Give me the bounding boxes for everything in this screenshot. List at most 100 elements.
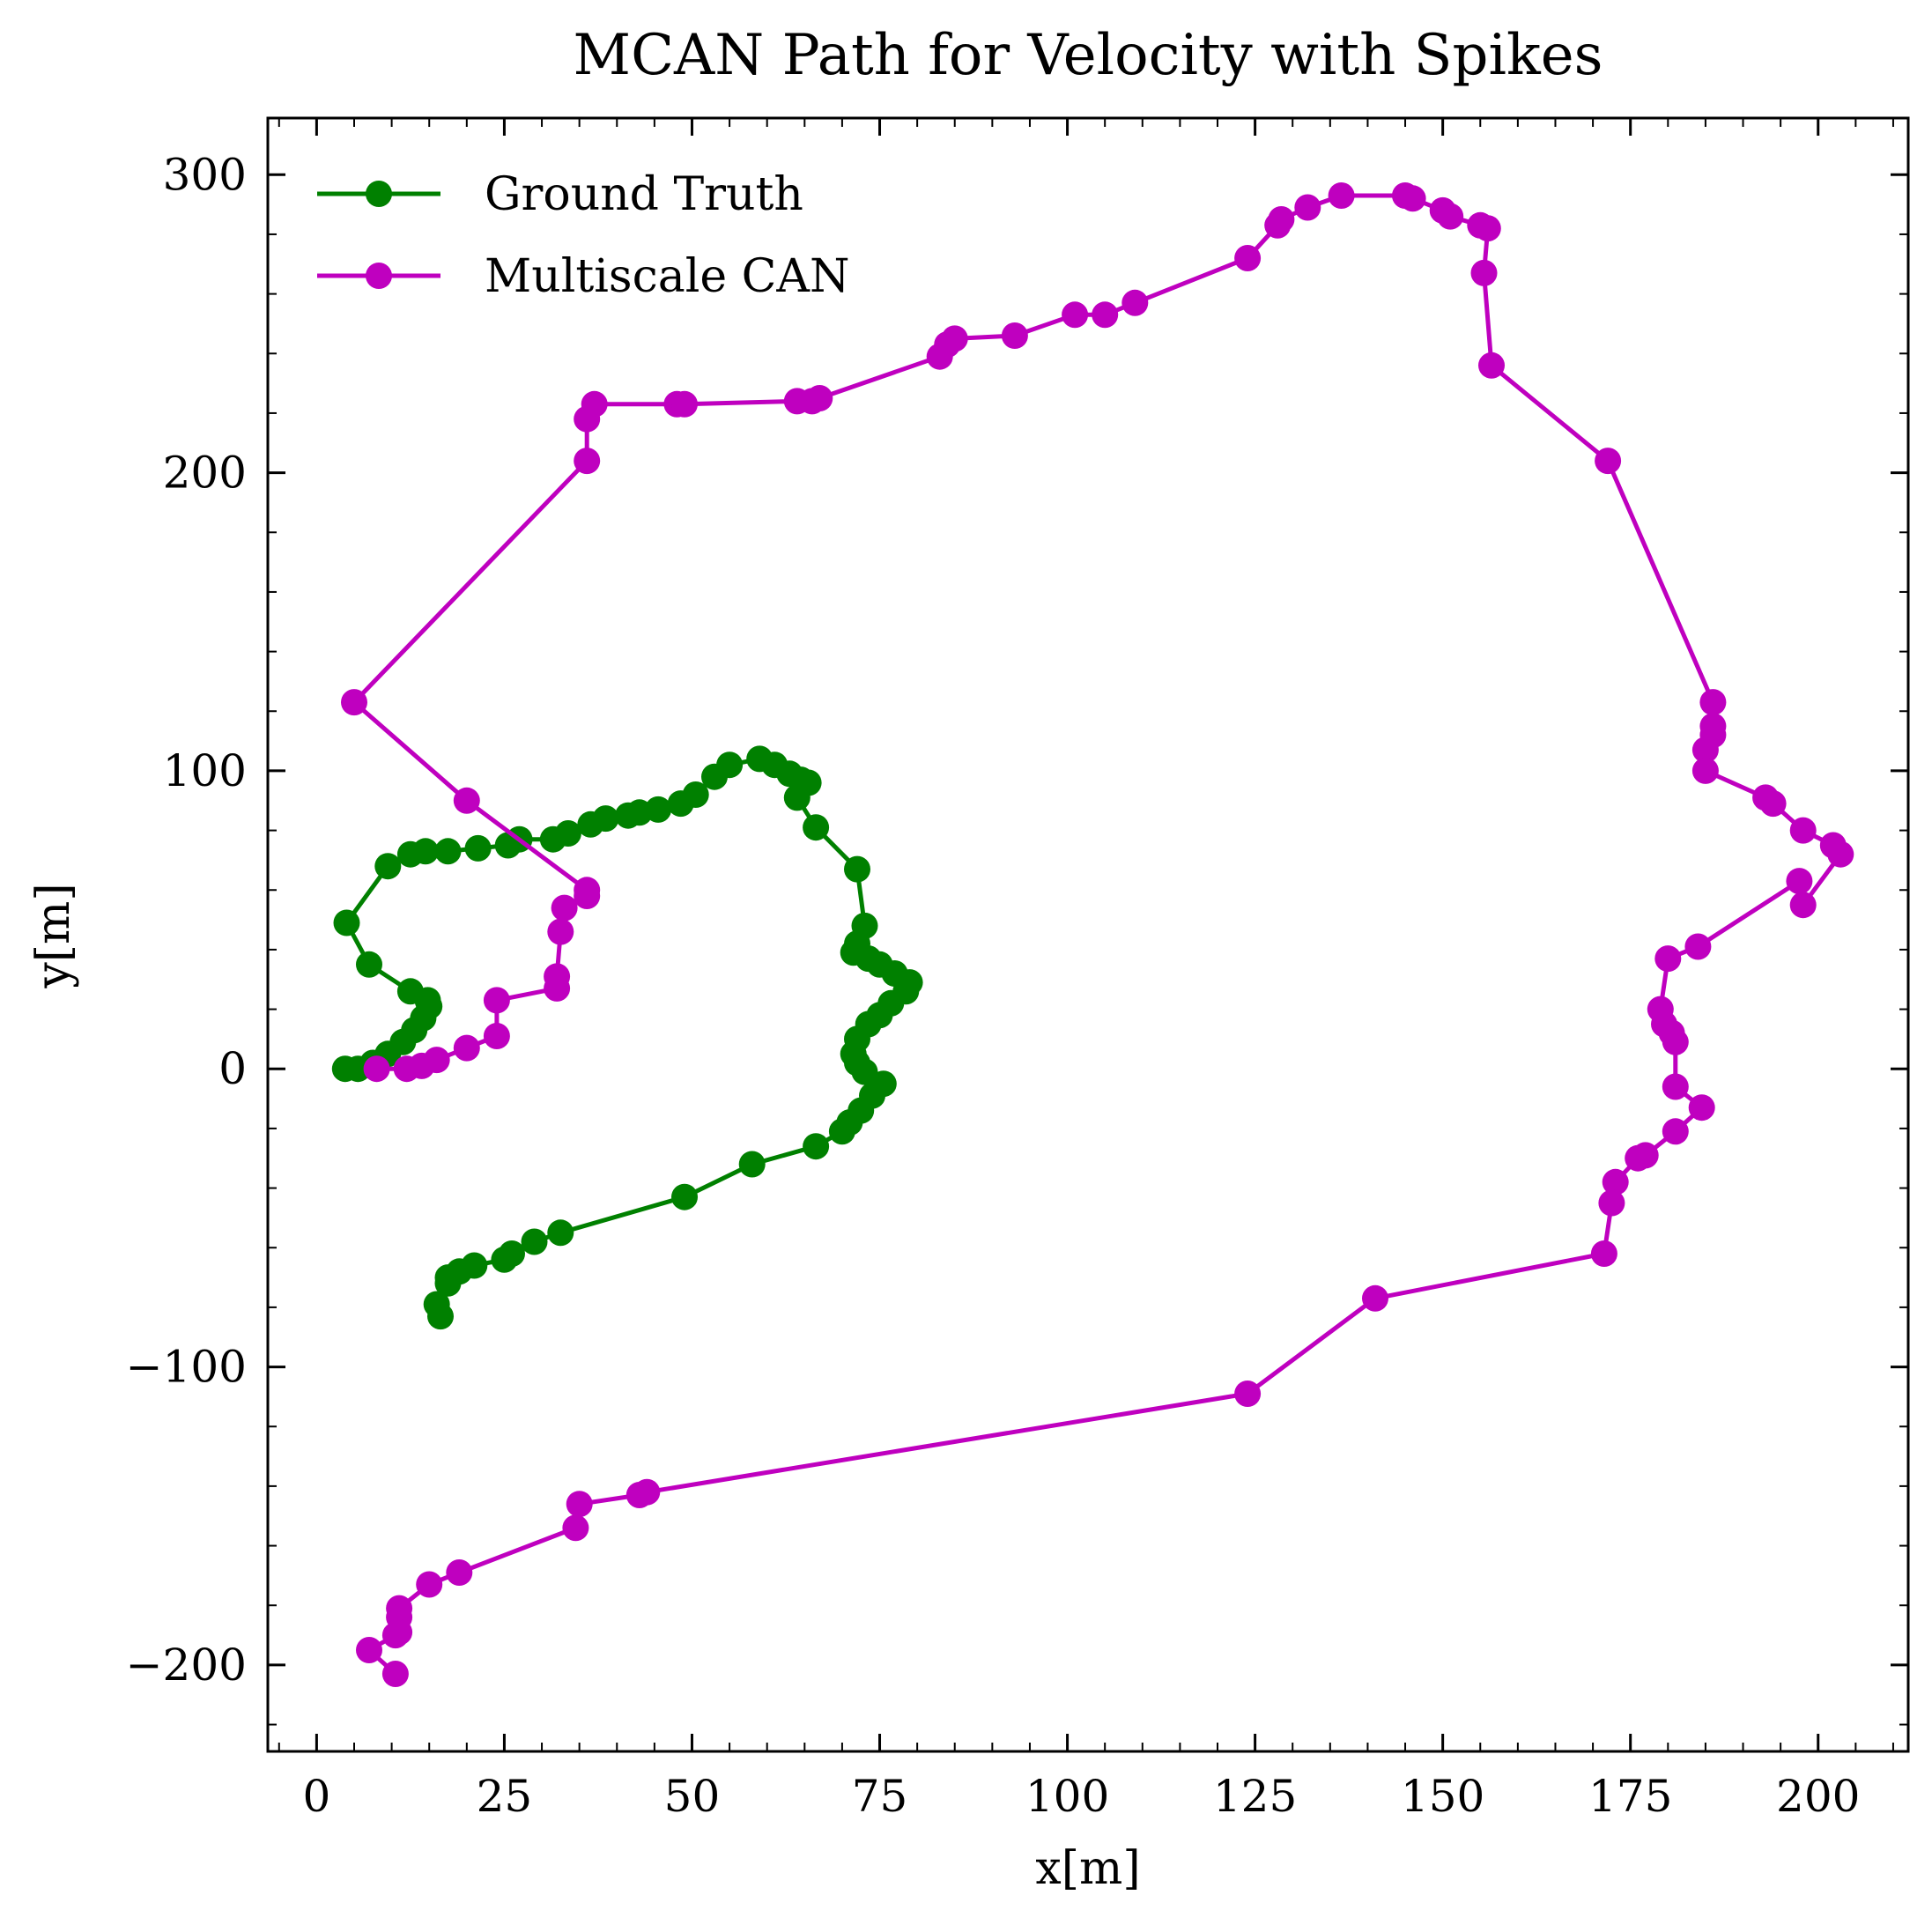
data-point-multiscale-can (1691, 737, 1719, 764)
x-tick-label: 75 (852, 1771, 908, 1822)
data-point-multiscale-can (574, 448, 601, 475)
data-point-multiscale-can (1662, 1028, 1689, 1055)
data-point-multiscale-can (1662, 1118, 1689, 1145)
data-point-multiscale-can (356, 1637, 382, 1663)
data-point-multiscale-can (1598, 1189, 1625, 1217)
y-tick-label: 300 (163, 149, 247, 200)
data-point-multiscale-can (581, 390, 608, 418)
data-point-multiscale-can (381, 1661, 409, 1687)
data-point-multiscale-can (1789, 892, 1817, 919)
chart-title: MCAN Path for Velocity with Spikes (574, 23, 1603, 88)
data-point-multiscale-can (1625, 1144, 1652, 1172)
data-point-multiscale-can (1294, 194, 1321, 221)
data-point-multiscale-can (574, 877, 601, 904)
data-point-multiscale-can (1328, 182, 1355, 209)
data-point-ground-truth (396, 978, 424, 1005)
data-point-multiscale-can (566, 1491, 593, 1518)
data-point-ground-truth (427, 1303, 454, 1330)
data-point-ground-truth (464, 834, 492, 862)
data-point-multiscale-can (1688, 1094, 1715, 1121)
data-point-multiscale-can (423, 1047, 450, 1074)
legend-marker-ground-truth (366, 181, 392, 207)
x-axis-title: x[m] (1035, 1842, 1140, 1895)
data-point-ground-truth (738, 1151, 766, 1178)
y-tick-label: −100 (126, 1342, 247, 1393)
data-point-multiscale-can (1437, 203, 1464, 230)
data-point-ground-truth (434, 838, 462, 865)
data-point-multiscale-can (1062, 301, 1089, 329)
data-point-ground-truth (851, 1058, 878, 1085)
x-tick-label: 50 (664, 1771, 721, 1822)
data-point-ground-truth (547, 1219, 574, 1247)
data-point-multiscale-can (453, 787, 480, 814)
data-point-multiscale-can (551, 894, 578, 922)
x-tick-label: 125 (1213, 1771, 1297, 1822)
data-point-multiscale-can (547, 918, 574, 945)
legend-marker-multiscale-can (366, 263, 392, 289)
legend-label-multiscale-can: Multiscale CAN (485, 250, 849, 303)
data-point-multiscale-can (625, 1482, 653, 1508)
data-point-multiscale-can (941, 325, 968, 352)
series-ground-truth (331, 745, 923, 1330)
data-point-multiscale-can (453, 1034, 480, 1062)
legend: Ground Truth Multiscale CAN (317, 168, 849, 303)
data-point-ground-truth (803, 1133, 830, 1160)
x-tick-label: 175 (1588, 1771, 1672, 1822)
data-point-multiscale-can (381, 1622, 409, 1649)
data-point-ground-truth (716, 751, 744, 779)
y-tick-label: 0 (218, 1043, 247, 1094)
data-point-multiscale-can (544, 963, 571, 990)
data-point-multiscale-can (1602, 1168, 1629, 1195)
y-tick-label: −200 (126, 1640, 247, 1691)
data-point-multiscale-can (1001, 322, 1028, 349)
data-point-ground-truth (645, 796, 672, 823)
x-tick-label: 150 (1401, 1771, 1484, 1822)
series-line-multiscale-can (352, 193, 1843, 1676)
plot-frame (266, 116, 1910, 1753)
data-point-ground-truth (412, 838, 439, 865)
data-point-multiscale-can (1590, 1240, 1617, 1267)
data-point-multiscale-can (483, 1023, 510, 1049)
data-point-multiscale-can (1268, 206, 1295, 233)
data-point-ground-truth (356, 951, 382, 978)
y-tick-label: 200 (163, 448, 247, 499)
data-point-multiscale-can (1759, 790, 1787, 818)
data-point-ground-truth (434, 1269, 462, 1297)
data-point-multiscale-can (1092, 301, 1119, 329)
series-multiscale-can (341, 182, 1854, 1687)
data-point-multiscale-can (1684, 933, 1712, 960)
data-point-ground-truth (844, 855, 870, 883)
data-point-multiscale-can (562, 1514, 589, 1542)
data-point-ground-truth (554, 820, 581, 847)
data-point-multiscale-can (1478, 352, 1505, 379)
data-point-multiscale-can (1399, 185, 1426, 212)
data-point-multiscale-can (1827, 840, 1854, 868)
data-point-multiscale-can (1699, 689, 1727, 716)
data-point-ground-truth (828, 1118, 855, 1145)
x-tick-label: 200 (1776, 1771, 1860, 1822)
axes-layer: 0 25 50 75 100 125 150 175 200 −200 −100 0 100 200 300 (126, 116, 1910, 1822)
data-point-multiscale-can (1786, 868, 1813, 895)
data-point-multiscale-can (1362, 1284, 1388, 1312)
data-point-multiscale-can (1121, 289, 1149, 316)
data-point-ground-truth (783, 784, 811, 811)
series-layer (331, 182, 1854, 1687)
data-point-ground-truth (803, 814, 830, 841)
data-point-multiscale-can (1662, 1073, 1689, 1100)
data-point-ground-truth (682, 781, 709, 808)
x-tick-label: 100 (1025, 1771, 1109, 1822)
y-tick-label: 100 (163, 745, 247, 796)
data-point-ground-truth (374, 853, 402, 880)
data-point-multiscale-can (363, 1055, 390, 1083)
data-point-multiscale-can (341, 689, 367, 716)
data-point-ground-truth (333, 909, 360, 936)
data-point-multiscale-can (806, 385, 833, 411)
data-point-multiscale-can (1234, 245, 1262, 271)
data-point-multiscale-can (1654, 945, 1682, 973)
data-point-multiscale-can (446, 1559, 473, 1586)
legend-label-ground-truth: Ground Truth (485, 168, 803, 221)
data-point-multiscale-can (1234, 1381, 1262, 1407)
data-point-multiscale-can (1470, 259, 1498, 286)
data-point-multiscale-can (1789, 817, 1817, 844)
